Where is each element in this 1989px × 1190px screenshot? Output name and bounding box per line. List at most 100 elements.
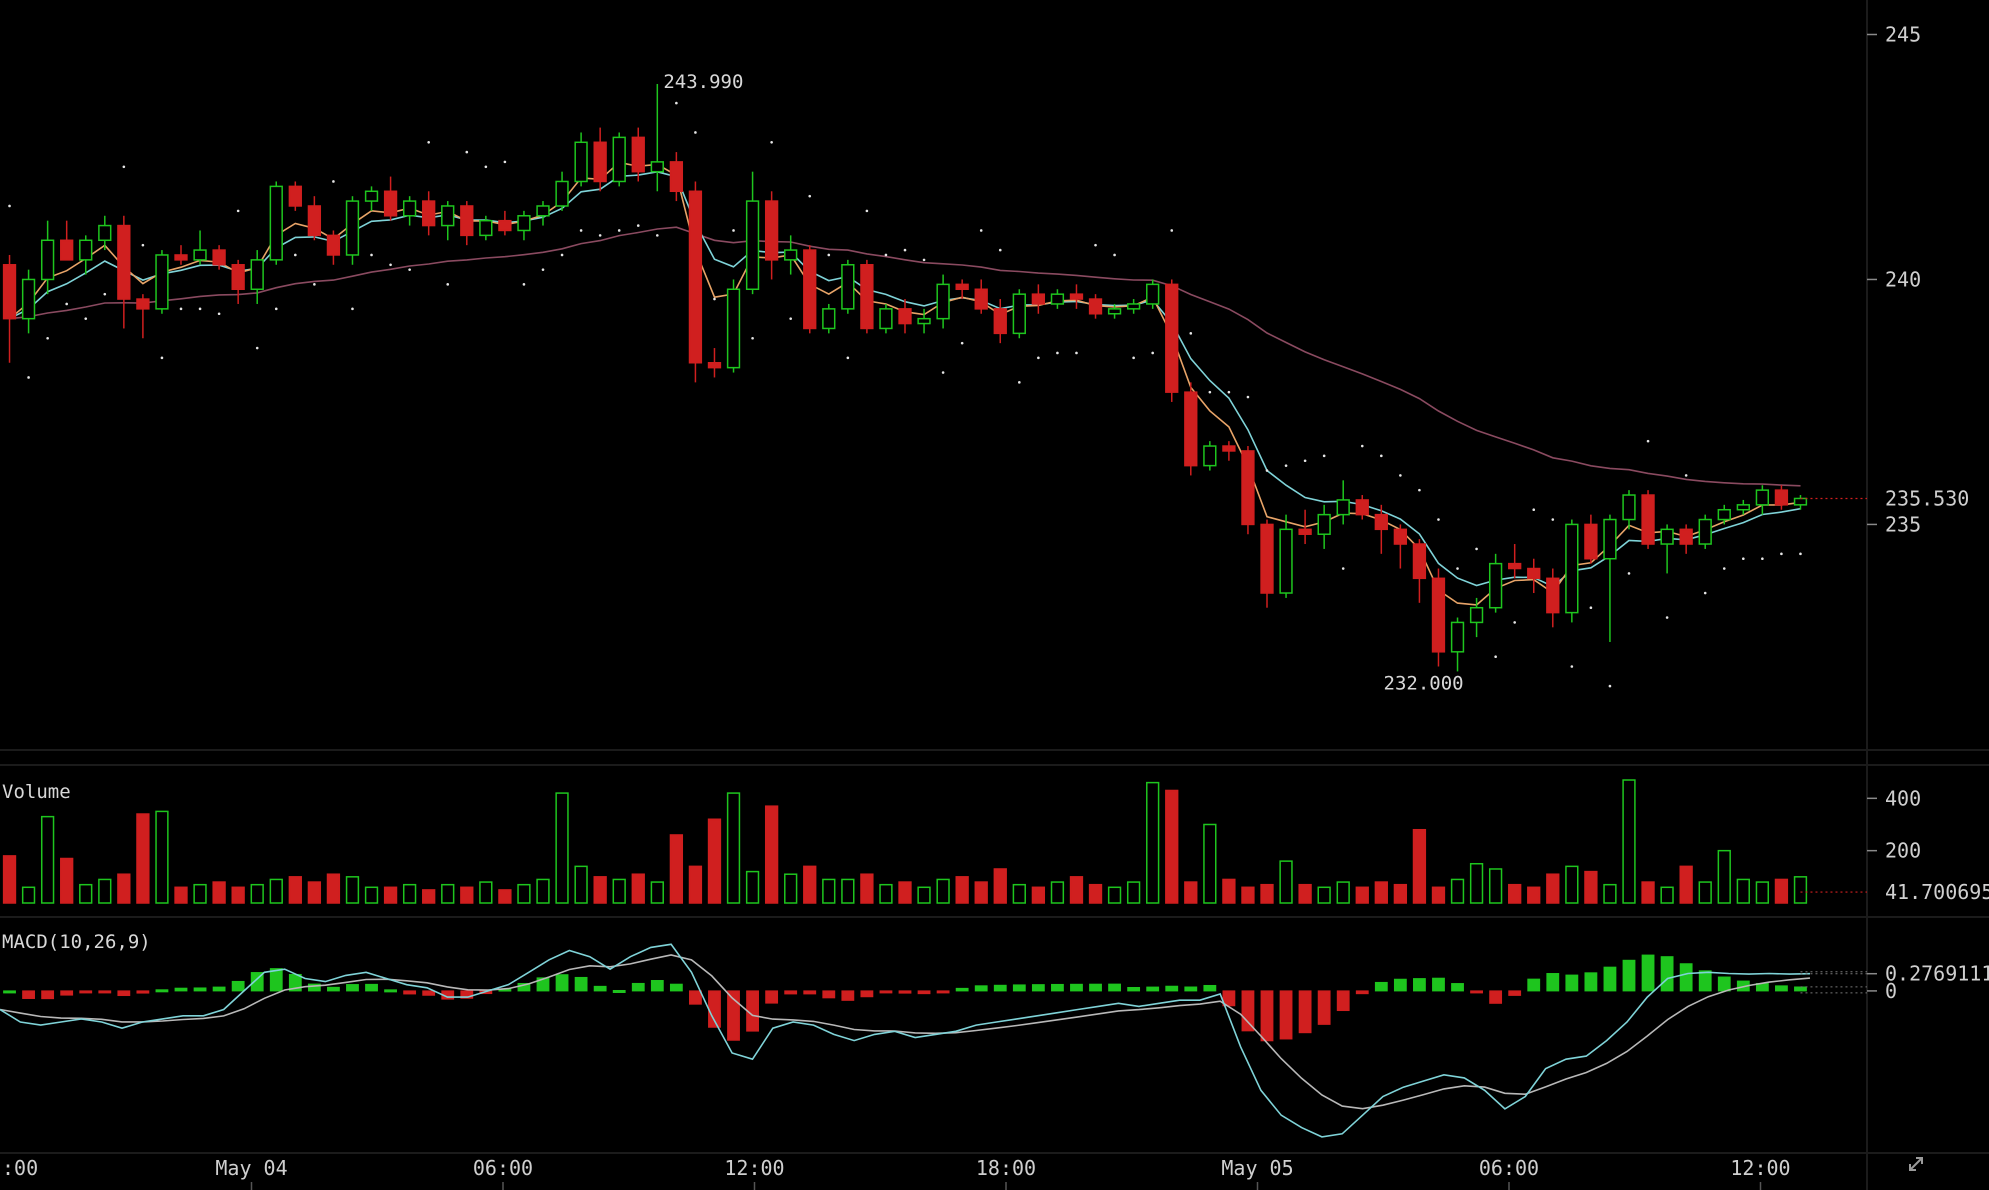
candle [1107, 303, 1122, 319]
candle [1660, 524, 1674, 574]
candle [1774, 485, 1789, 510]
volume-bar [688, 865, 703, 904]
candle [1793, 495, 1808, 510]
psar-dot [922, 258, 926, 262]
macd-histogram-bar [1222, 990, 1236, 1007]
psar-dot [1113, 253, 1116, 257]
candle-body [898, 308, 912, 325]
psar-dot [103, 292, 107, 296]
volume-bar [1260, 883, 1274, 904]
candle [1050, 289, 1065, 309]
macd-histogram-bar [250, 972, 264, 992]
candle-body [1279, 528, 1293, 594]
psar-dot [732, 229, 735, 232]
macd-histogram-bar [60, 990, 74, 996]
volume-bar [1165, 789, 1179, 904]
candle-body [1736, 504, 1750, 511]
volume-bar [1508, 883, 1522, 904]
macd-histogram-bar [307, 983, 321, 992]
volume-bar [631, 873, 645, 904]
candle [212, 245, 226, 270]
macd-histogram-bar [41, 990, 55, 1000]
candle [498, 210, 512, 236]
psar-dot [789, 317, 792, 320]
psar-dot [998, 248, 1002, 252]
candle-body [745, 200, 760, 291]
candle-body [402, 200, 417, 217]
macd-lines [0, 943, 1811, 1138]
psar-dot [1284, 464, 1288, 467]
volume-bars [2, 779, 1808, 904]
psar-dot [1380, 454, 1383, 458]
psar-dot [1722, 567, 1726, 570]
candle [574, 132, 588, 187]
candle [841, 259, 855, 314]
candle-body [1679, 528, 1693, 545]
volume-bar [1050, 881, 1065, 904]
psar-dot [179, 307, 183, 311]
macd-histogram-bar [1108, 983, 1121, 992]
macd-histogram-bar [669, 983, 683, 992]
psar-dot [1227, 390, 1231, 394]
volume-bar [326, 873, 341, 904]
psar-dot [694, 131, 697, 134]
candle-body [1336, 499, 1350, 516]
candle-body [974, 288, 988, 310]
candle-body [1717, 508, 1731, 521]
candle [1717, 504, 1731, 525]
candle-body [79, 239, 93, 261]
candle [1450, 617, 1465, 672]
candle-body [441, 205, 455, 227]
psar-dot [1627, 572, 1631, 575]
candle [1241, 446, 1255, 535]
volume-bar [1298, 883, 1312, 904]
volume-bar [383, 886, 398, 904]
volume-bar [726, 792, 741, 904]
volume-bar [974, 881, 988, 904]
macd-histogram-bar [1241, 990, 1255, 1032]
volume-bar [1641, 881, 1655, 904]
volume-bar [269, 878, 283, 904]
psar-dot [1665, 616, 1669, 619]
psar-dot [1303, 459, 1307, 463]
psar-dot [8, 204, 11, 208]
macd-histogram-bar [555, 974, 569, 992]
volume-bar [1126, 881, 1141, 904]
macd-histogram-bar [860, 990, 874, 998]
macd-histogram-bar [841, 990, 855, 1001]
psar-dot [960, 341, 964, 345]
candle-body [479, 219, 493, 237]
candle-body [726, 288, 741, 369]
volume-bar [364, 886, 379, 904]
macd-histogram-bar [1051, 983, 1064, 992]
candle [345, 196, 360, 265]
volume-bar [1412, 828, 1427, 904]
macd-histogram-bar [1298, 990, 1312, 1034]
macd-histogram-bar [1565, 974, 1579, 992]
candle-body [1298, 528, 1312, 535]
candle [1698, 514, 1712, 549]
macd-histogram-bar [22, 990, 35, 999]
volume-bar [1622, 779, 1636, 904]
psar-dot [979, 229, 983, 232]
candle-body [1069, 293, 1084, 300]
volume-bar [288, 876, 302, 904]
macd-histogram-bar [155, 989, 169, 993]
psar-dot [27, 376, 30, 379]
candle-body [1050, 293, 1065, 305]
candle-body [517, 215, 531, 232]
macd-histogram-bar [1603, 966, 1617, 992]
candle [364, 186, 379, 211]
expand-icon[interactable] [1909, 1157, 1923, 1171]
volume-bar [1450, 878, 1465, 904]
candle [1546, 568, 1560, 628]
macd-histogram-bar [1794, 986, 1807, 992]
volume-bar [1393, 883, 1408, 904]
macd-signal-line [0, 954, 1811, 1110]
candle-body [593, 141, 607, 183]
psar-dot [1513, 621, 1516, 624]
